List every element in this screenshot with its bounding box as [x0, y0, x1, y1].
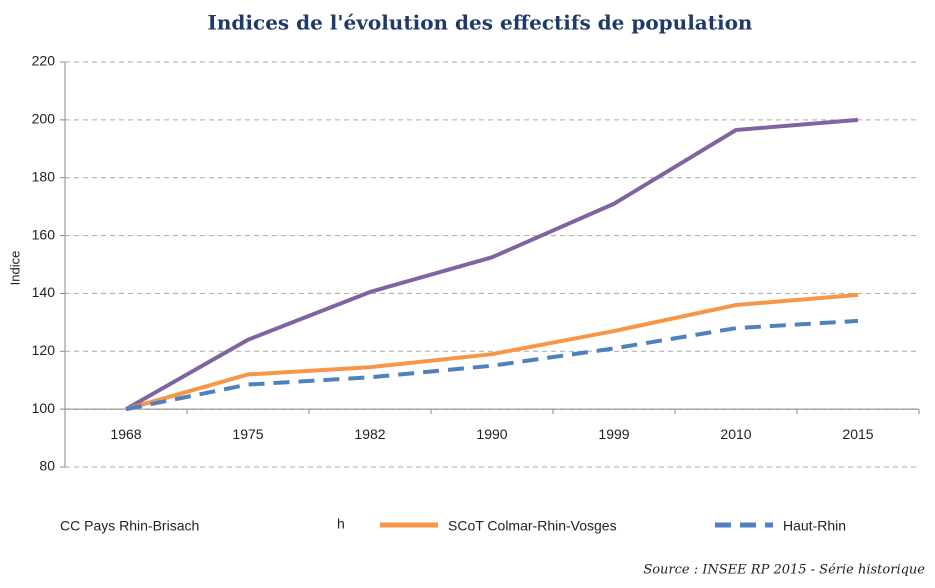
legend-label: CC Pays Rhin-Brisach — [60, 518, 199, 534]
x-tick-label: 1999 — [598, 426, 629, 442]
x-tick-label: 1982 — [354, 426, 385, 442]
x-tick-label: 1975 — [232, 426, 263, 442]
source: Source : INSEE RP 2015 - Série historiqu… — [643, 563, 925, 578]
y-axis-label: Indice — [7, 251, 22, 286]
y-tick-label: 180 — [32, 168, 56, 184]
y-tick-label: 140 — [32, 284, 56, 300]
series-line — [125, 117, 859, 411]
series-line — [125, 292, 859, 412]
y-tick-label: 220 — [32, 53, 56, 69]
y-tick-label: 100 — [32, 400, 56, 416]
series-line — [125, 318, 859, 412]
y-tick-label: 120 — [32, 342, 56, 358]
legend-label: Haut-Rhin — [783, 518, 846, 534]
y-tick-label: 200 — [32, 111, 56, 127]
annotation: h — [337, 516, 345, 532]
y-tick-label: 160 — [32, 226, 56, 242]
x-tick-label: 1968 — [110, 426, 141, 442]
x-tick-label: 1990 — [476, 426, 507, 442]
y-tick-label: 80 — [39, 458, 55, 474]
legend-label: SCoT Colmar-Rhin-Vosges — [448, 518, 617, 534]
chart-title: Indices de l'évolution des effectifs de … — [208, 11, 753, 35]
x-tick-label: 2010 — [720, 426, 751, 442]
x-tick-label: 2015 — [842, 426, 873, 442]
